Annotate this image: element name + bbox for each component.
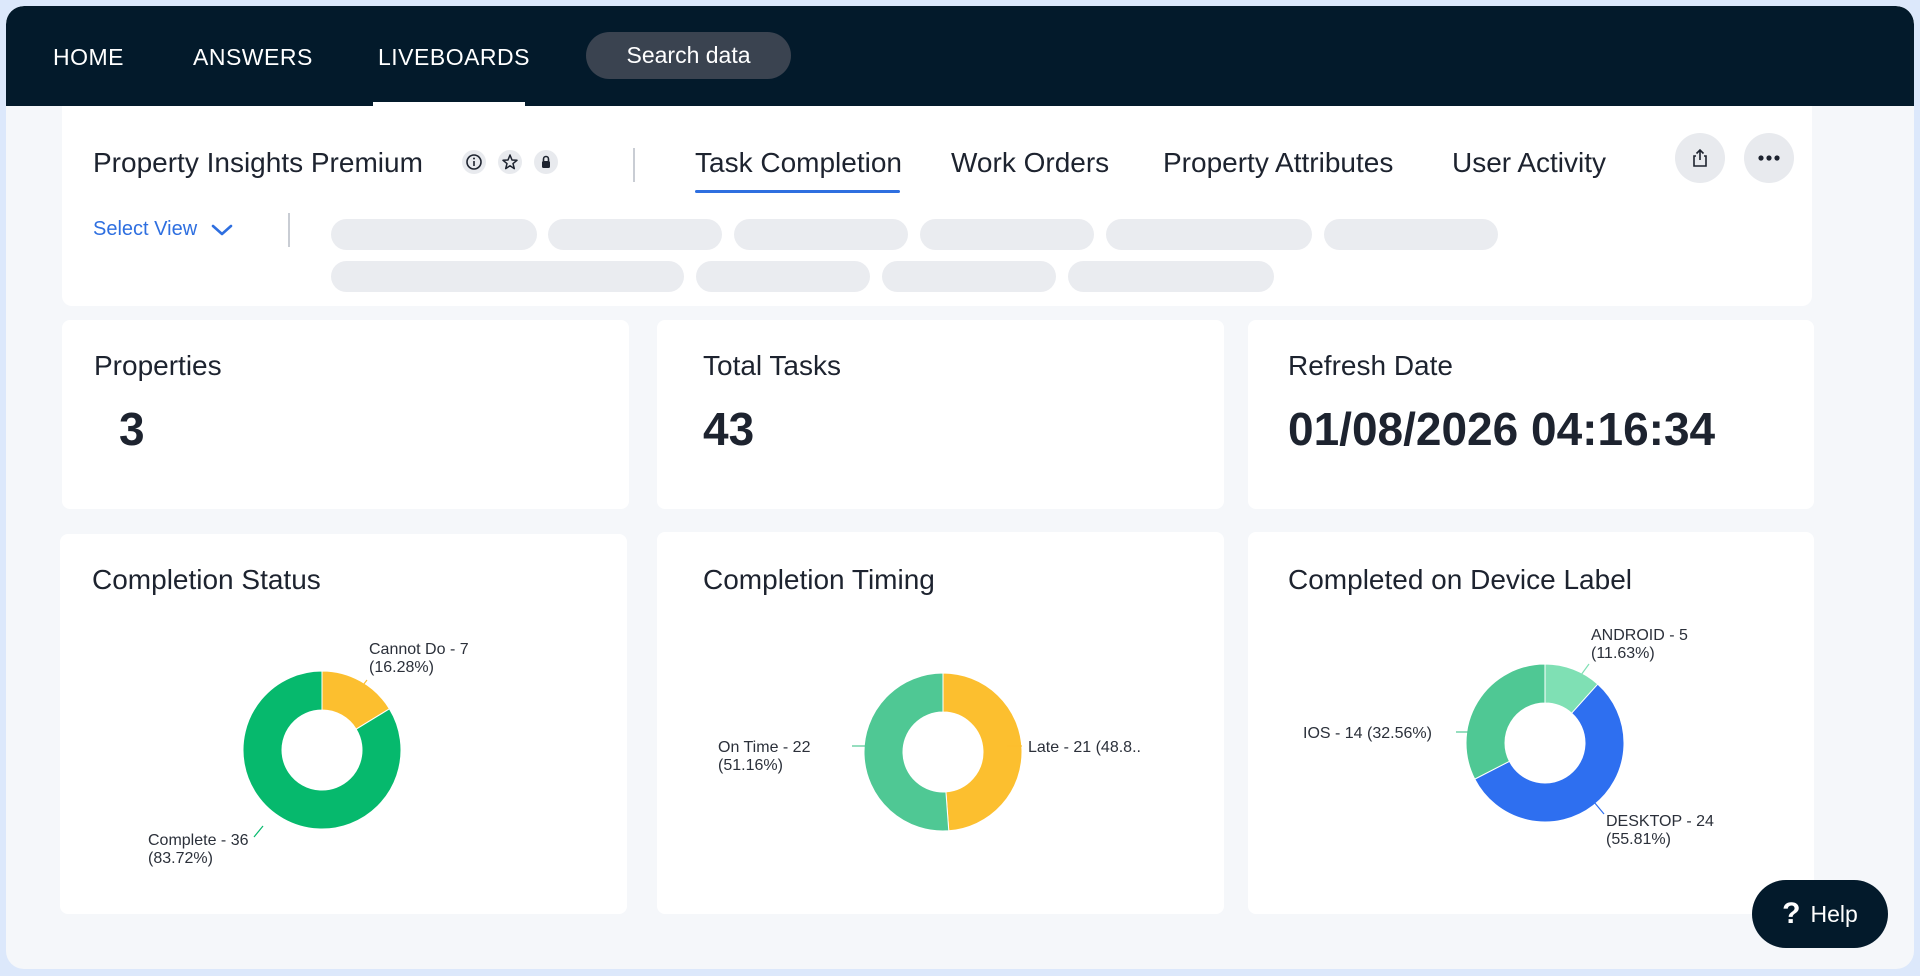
donut-slice[interactable]	[1465, 663, 1546, 780]
search-data-button[interactable]: Search data	[586, 32, 791, 79]
donut-slice[interactable]	[942, 672, 1023, 832]
kpi-value: 43	[703, 403, 755, 455]
slice-label: Cannot Do - 7	[369, 641, 469, 658]
tab-property-attributes[interactable]: Property Attributes	[1163, 147, 1394, 178]
tab-user-activity[interactable]: User Activity	[1452, 147, 1607, 178]
select-view-dropdown[interactable]: Select View	[93, 218, 233, 241]
liveboard-header: Property Insights Premium Task Completio…	[62, 106, 1812, 306]
donut-slice[interactable]	[242, 670, 402, 830]
slice-label: Late - 21 (48.8..	[1028, 739, 1141, 756]
chart-card-completion-timing[interactable]: Completion Timing Late - 21 (48.8.. On Ti…	[657, 532, 1224, 914]
slice-label: Complete - 36	[148, 832, 249, 849]
nav-home[interactable]: HOME	[53, 44, 124, 70]
nav-liveboards[interactable]: LIVEBOARDS	[378, 44, 530, 70]
slice-label: ANDROID - 5	[1591, 627, 1688, 644]
chevron-down-icon	[211, 224, 233, 235]
info-icon[interactable]	[462, 150, 486, 174]
share-icon	[1693, 148, 1707, 167]
star-icon[interactable]	[498, 150, 522, 174]
nav-active-indicator	[373, 102, 525, 107]
kpi-value: 01/08/2026 04:16:34	[1288, 403, 1716, 455]
filter-chip-placeholder	[331, 219, 537, 250]
label-leader-line	[1593, 801, 1605, 815]
slice-label: On Time - 22	[718, 739, 811, 756]
active-tab-indicator	[695, 190, 900, 193]
donut-slice[interactable]	[863, 672, 950, 832]
label-leader-line	[253, 825, 264, 838]
kpi-title: Properties	[94, 350, 222, 381]
liveboard-title: Property Insights Premium	[93, 147, 423, 178]
filter-divider	[288, 213, 290, 247]
filter-chip-placeholder	[1324, 219, 1498, 250]
more-options-button[interactable]	[1744, 133, 1794, 183]
slice-percent-label: (11.63%)	[1591, 645, 1655, 662]
label-leader-line	[1580, 663, 1590, 676]
filter-chip-placeholder	[920, 219, 1094, 250]
help-button[interactable]: ? Help	[1752, 880, 1888, 948]
donut-chart-completion-timing: Late - 21 (48.8.. On Time - 22(51.16%)	[718, 672, 1141, 832]
filter-chip-placeholder	[331, 261, 684, 292]
kpi-title: Total Tasks	[703, 350, 841, 381]
question-icon: ?	[1782, 897, 1801, 930]
kpi-card-refresh-date[interactable]: Refresh Date 01/08/2026 04:16:34	[1248, 320, 1814, 509]
share-button[interactable]	[1675, 133, 1725, 183]
slice-percent-label: (51.16%)	[718, 757, 783, 774]
slice-percent-label: (55.81%)	[1606, 831, 1671, 848]
app-frame: HOME ANSWERS LIVEBOARDS Search data Prop…	[6, 6, 1914, 969]
help-label: Help	[1810, 900, 1858, 927]
filter-chip-placeholder	[548, 219, 722, 250]
tab-work-orders[interactable]: Work Orders	[951, 147, 1110, 178]
kpi-title: Refresh Date	[1288, 350, 1453, 381]
more-dots-icon	[1758, 155, 1780, 161]
filter-chip-placeholder	[696, 261, 870, 292]
filter-chip-placeholder	[1106, 219, 1312, 250]
search-data-label: Search data	[626, 42, 751, 68]
kpi-card-total-tasks[interactable]: Total Tasks 43	[657, 320, 1224, 509]
donut-slice[interactable]	[1474, 683, 1625, 823]
select-view-label: Select View	[93, 218, 198, 240]
chart-title: Completion Status	[92, 564, 321, 595]
chart-title: Completion Timing	[703, 564, 935, 595]
chart-card-device-label[interactable]: Completed on Device Label ANDROID - 5 (11…	[1248, 532, 1814, 914]
chart-card-completion-status[interactable]: Completion Status Cannot Do - 7 (16.28%) C…	[60, 534, 627, 914]
donut-chart-completion-status: Cannot Do - 7(16.28%) Complete - 36(83.72…	[148, 641, 469, 867]
nav-answers[interactable]: ANSWERS	[193, 44, 313, 70]
kpi-value: 3	[119, 403, 145, 455]
slice-label: DESKTOP - 24	[1606, 813, 1714, 830]
tab-task-completion[interactable]: Task Completion	[695, 147, 902, 178]
kpi-card-properties[interactable]: Properties 3	[62, 320, 629, 509]
label-leader-line	[352, 679, 368, 699]
slice-percent-label: (16.28%)	[369, 659, 434, 676]
top-navigation: HOME ANSWERS LIVEBOARDS Search data	[6, 6, 1914, 107]
slice-label: IOS - 14 (32.56%)	[1303, 725, 1432, 742]
chart-title: Completed on Device Label	[1288, 564, 1632, 595]
filter-chip-placeholder	[882, 261, 1056, 292]
filter-chip-placeholder	[734, 219, 908, 250]
slice-percent-label: (83.72%)	[148, 850, 213, 867]
donut-chart-device-label: ANDROID - 5(11.63%) DESKTOP - 24(55.81%) I…	[1303, 627, 1714, 848]
filter-chip-placeholder	[1068, 261, 1274, 292]
lock-icon	[534, 150, 558, 174]
header-divider	[633, 148, 635, 182]
